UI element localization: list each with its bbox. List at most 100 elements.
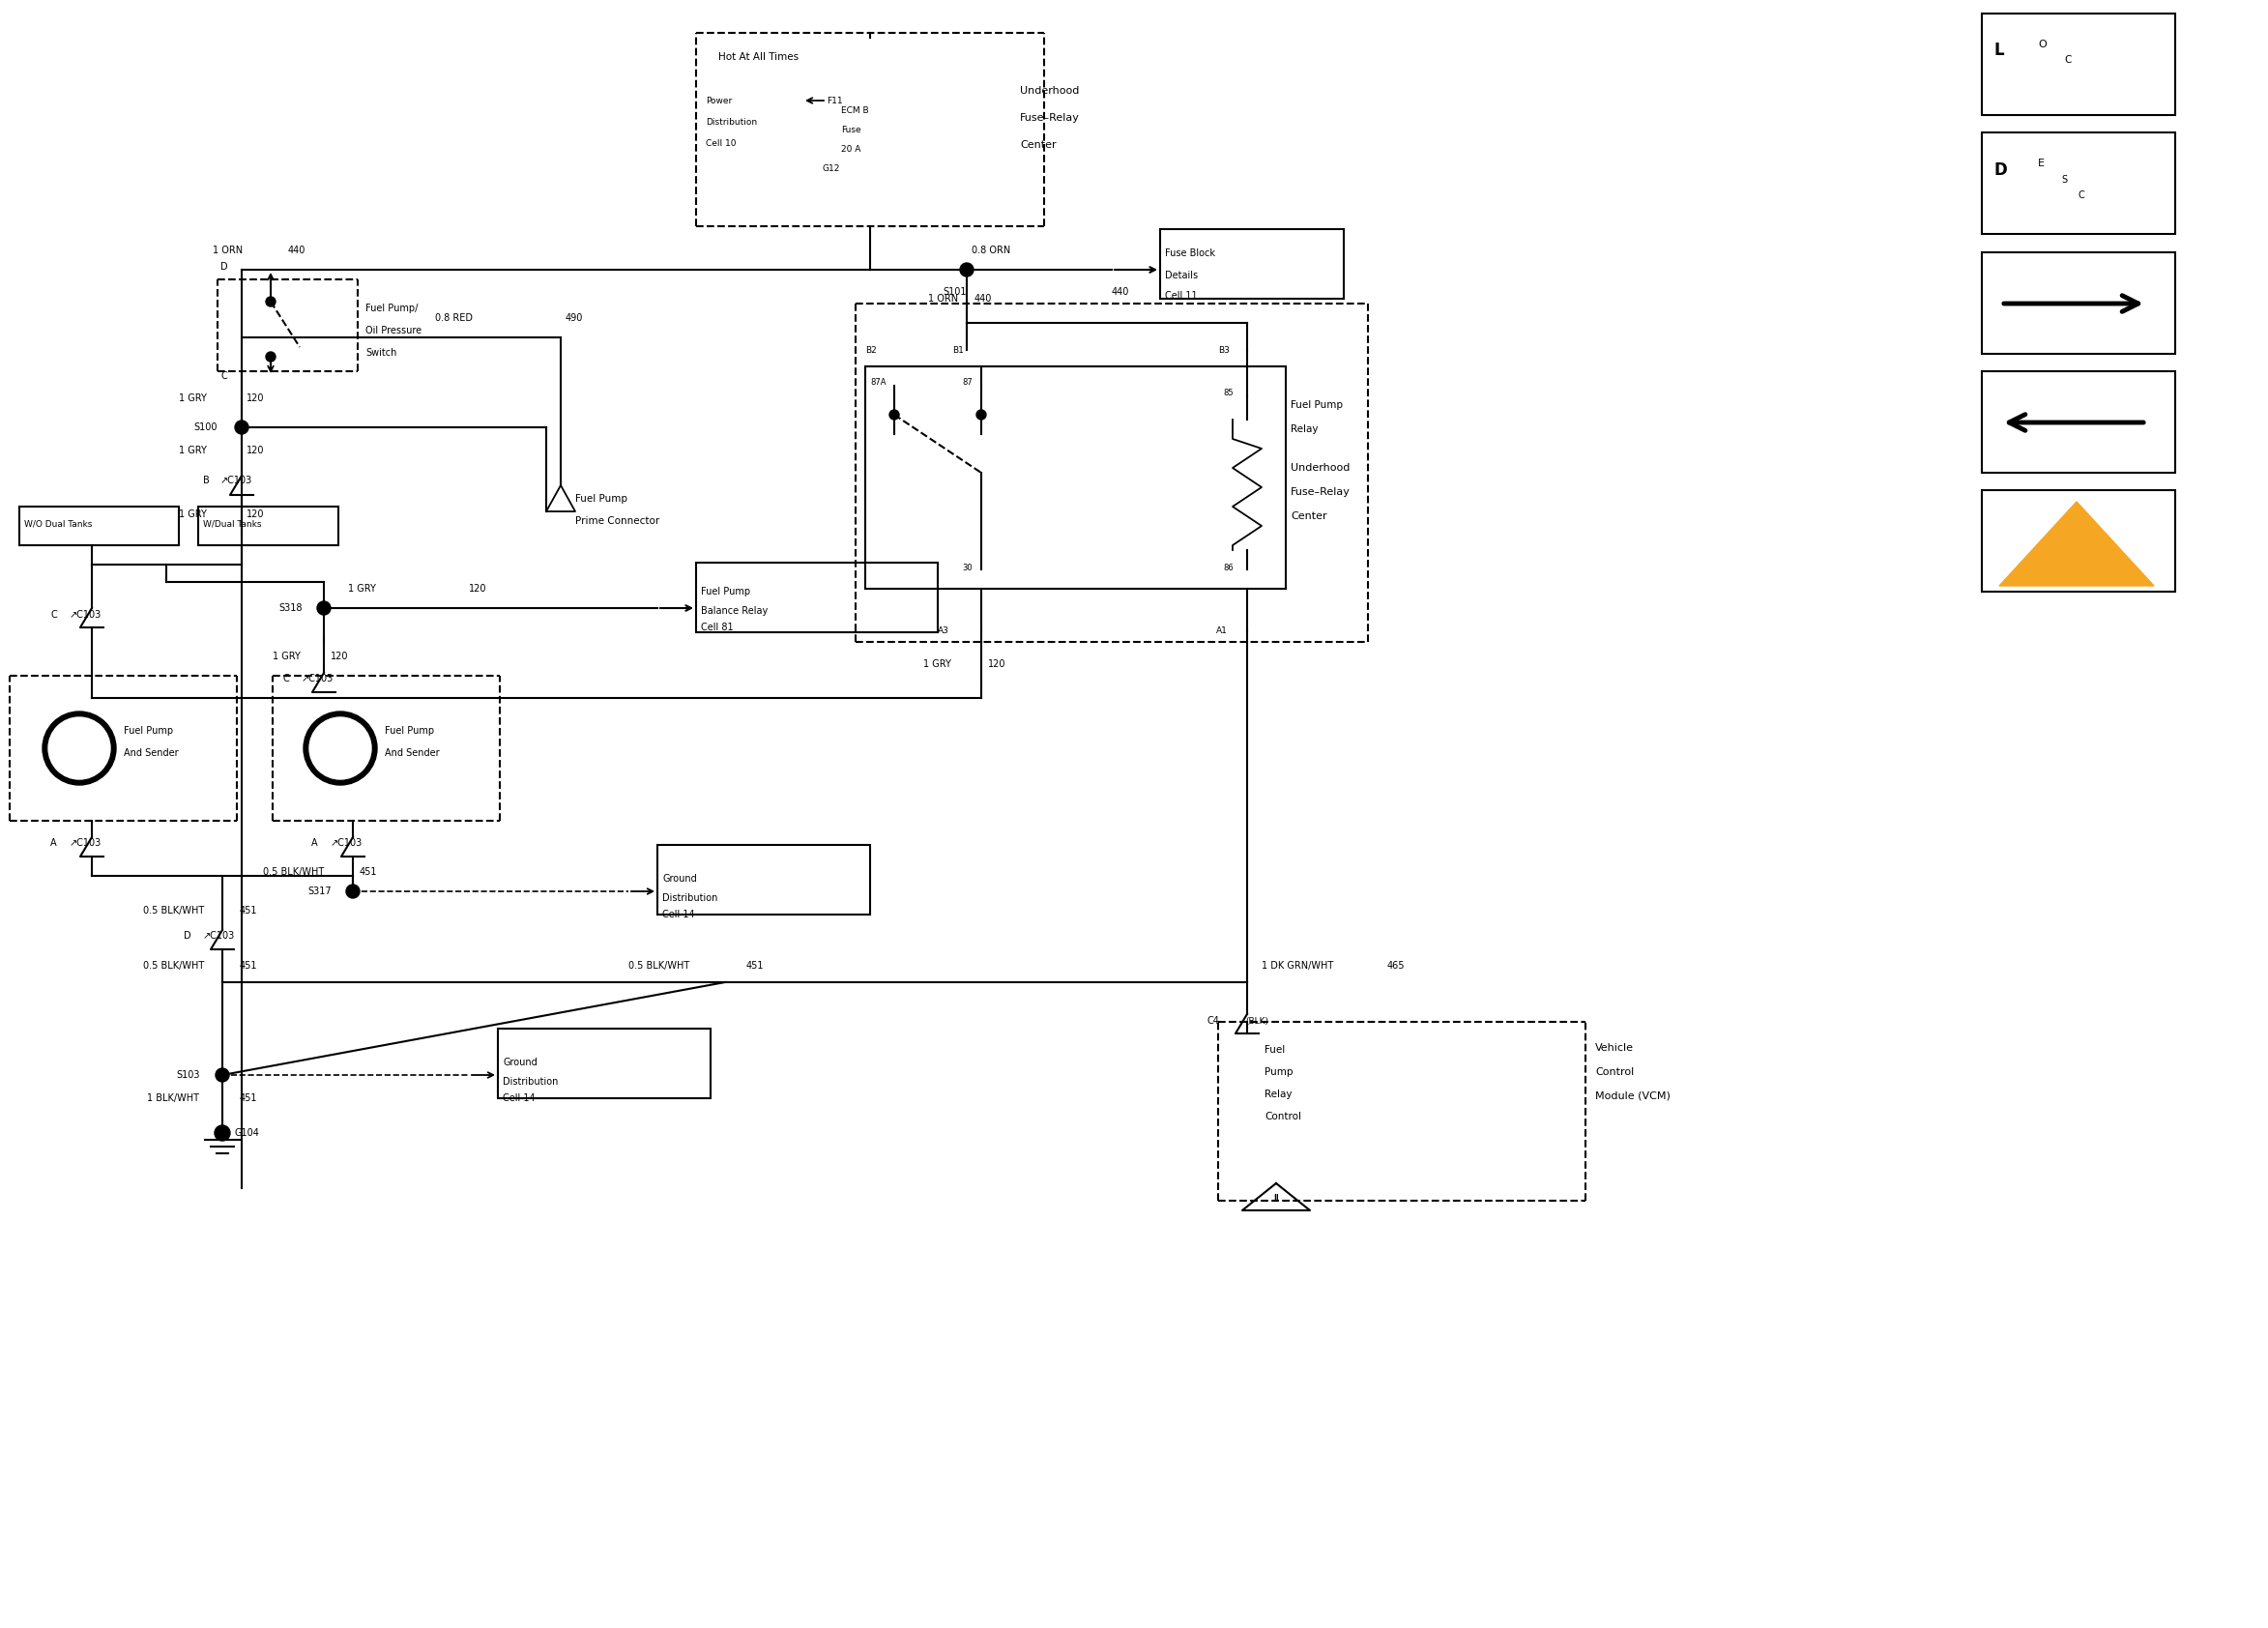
Text: 120: 120: [989, 659, 1007, 669]
Text: G12: G12: [821, 164, 839, 173]
Text: 0.5 BLK/WHT: 0.5 BLK/WHT: [628, 961, 689, 970]
Text: C4: C4: [1207, 1016, 1218, 1026]
Text: 465: 465: [1388, 961, 1406, 970]
Text: Underhood: Underhood: [1021, 86, 1080, 96]
Text: 1 ORN: 1 ORN: [213, 246, 243, 256]
Text: 0.5 BLK/WHT: 0.5 BLK/WHT: [143, 905, 204, 915]
Text: Fuel Pump: Fuel Pump: [701, 586, 751, 596]
Text: ECM B: ECM B: [841, 106, 869, 114]
Circle shape: [304, 711, 376, 785]
Text: M: M: [333, 742, 347, 754]
Bar: [866, 366, 1286, 589]
Text: D: D: [220, 262, 227, 272]
Text: S103: S103: [177, 1070, 200, 1079]
Text: B1: B1: [953, 345, 964, 355]
Bar: [1982, 132, 2175, 234]
Circle shape: [959, 264, 973, 277]
Bar: [1161, 230, 1343, 298]
Text: Ground: Ground: [662, 874, 696, 884]
Text: Center: Center: [1290, 511, 1327, 521]
Text: And Sender: And Sender: [125, 749, 179, 759]
Bar: [20, 506, 179, 545]
Text: Fuel Pump: Fuel Pump: [1290, 400, 1343, 410]
Circle shape: [265, 296, 274, 306]
Text: Relay: Relay: [1266, 1089, 1293, 1099]
Text: 1 GRY: 1 GRY: [923, 659, 950, 669]
Text: Switch: Switch: [365, 348, 397, 358]
Text: 1 GRY: 1 GRY: [179, 446, 206, 456]
Text: Fuse–Relay: Fuse–Relay: [1290, 487, 1349, 497]
Text: 120: 120: [469, 584, 488, 594]
Text: A: A: [50, 838, 57, 848]
Circle shape: [308, 718, 372, 780]
Text: II: II: [1272, 1193, 1279, 1201]
Text: Fuse: Fuse: [841, 125, 862, 133]
Text: 451: 451: [240, 961, 259, 970]
Text: A: A: [311, 838, 318, 848]
Text: M: M: [73, 742, 86, 754]
Text: Center: Center: [1021, 140, 1057, 150]
Text: 87: 87: [962, 378, 973, 387]
Text: 30: 30: [962, 563, 973, 571]
Text: Details: Details: [1166, 270, 1198, 280]
Text: D: D: [184, 931, 191, 941]
Bar: [1982, 252, 2175, 353]
Text: S318: S318: [279, 604, 302, 612]
Text: 85: 85: [1222, 387, 1234, 397]
Text: F11: F11: [826, 96, 844, 104]
Text: Underhood: Underhood: [1290, 462, 1349, 472]
Text: (BLK): (BLK): [1245, 1016, 1268, 1026]
Text: Control: Control: [1594, 1068, 1633, 1078]
Text: Fuse–Relay: Fuse–Relay: [1021, 112, 1080, 122]
Text: II: II: [2073, 545, 2080, 555]
Text: And Sender: And Sender: [386, 749, 440, 759]
Text: ↗C103: ↗C103: [70, 610, 102, 620]
Text: 451: 451: [746, 961, 764, 970]
Text: ↗C103: ↗C103: [70, 838, 102, 848]
Text: L: L: [1994, 42, 2003, 59]
Text: ↗C103: ↗C103: [302, 674, 333, 684]
Circle shape: [215, 1125, 229, 1141]
Text: Fuse Block: Fuse Block: [1166, 249, 1216, 259]
Text: S: S: [2062, 174, 2066, 184]
Text: Distribution: Distribution: [705, 117, 758, 125]
Text: 440: 440: [975, 295, 993, 303]
Text: Ground: Ground: [503, 1058, 538, 1068]
Text: 451: 451: [361, 868, 376, 877]
Text: 451: 451: [240, 905, 259, 915]
Text: 440: 440: [288, 246, 306, 256]
Text: C: C: [220, 371, 227, 381]
Text: 1 BLK/WHT: 1 BLK/WHT: [147, 1094, 200, 1104]
Text: Cell 11: Cell 11: [1166, 291, 1198, 301]
Text: O: O: [2039, 39, 2046, 49]
Text: 1 GRY: 1 GRY: [347, 584, 376, 594]
Text: C: C: [2077, 190, 2084, 200]
Text: Control: Control: [1266, 1112, 1302, 1122]
Bar: [658, 845, 871, 915]
Circle shape: [318, 601, 331, 615]
Text: Fuel: Fuel: [1266, 1045, 1286, 1055]
Text: 120: 120: [247, 446, 265, 456]
Text: Relay: Relay: [1290, 425, 1318, 435]
Text: 120: 120: [247, 510, 265, 519]
Circle shape: [978, 410, 987, 420]
Text: 1 ORN: 1 ORN: [928, 295, 957, 303]
Text: Oil Pressure: Oil Pressure: [365, 326, 422, 335]
Text: 0.8 RED: 0.8 RED: [435, 313, 472, 322]
Text: B2: B2: [866, 345, 878, 355]
Text: Module (VCM): Module (VCM): [1594, 1091, 1672, 1101]
Text: C: C: [50, 610, 57, 620]
Bar: [197, 506, 338, 545]
Text: S101: S101: [943, 287, 966, 296]
Text: S100: S100: [193, 423, 218, 431]
Text: G104: G104: [234, 1128, 259, 1138]
Text: Hot At All Times: Hot At All Times: [719, 52, 798, 62]
Text: Cell 10: Cell 10: [705, 138, 737, 148]
Text: 0.5 BLK/WHT: 0.5 BLK/WHT: [263, 868, 324, 877]
Text: Vehicle: Vehicle: [1594, 1044, 1633, 1053]
Text: C: C: [281, 674, 288, 684]
Text: ↗C103: ↗C103: [204, 931, 236, 941]
Text: 1 GRY: 1 GRY: [179, 394, 206, 404]
Bar: [696, 563, 937, 632]
Circle shape: [43, 711, 116, 785]
